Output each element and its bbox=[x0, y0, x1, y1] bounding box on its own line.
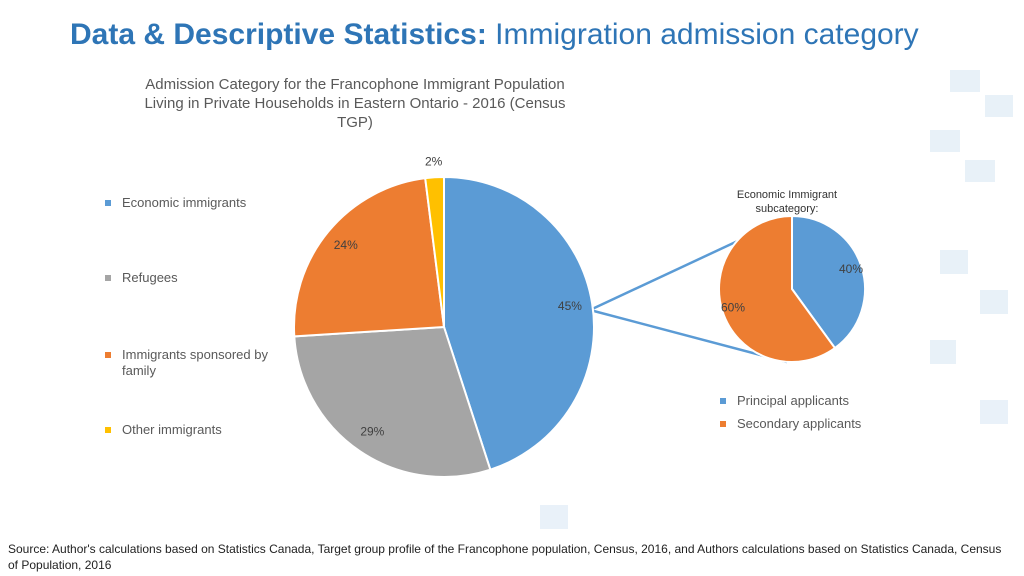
legend-swatch bbox=[720, 398, 726, 404]
chart-title: Admission Category for the Francophone I… bbox=[144, 76, 566, 131]
data-label: 45% bbox=[558, 299, 582, 313]
pie-slice bbox=[293, 325, 492, 478]
legend-item: Refugees bbox=[105, 270, 302, 286]
legend-label: Refugees bbox=[122, 270, 178, 285]
pie-slice bbox=[718, 214, 837, 363]
legend-label: Economic immigrants bbox=[122, 195, 247, 210]
legend-swatch bbox=[105, 200, 111, 206]
connector bbox=[589, 230, 758, 312]
legend-swatch bbox=[105, 275, 111, 281]
data-label: 2% bbox=[425, 154, 443, 168]
legend-label: Secondary applicants bbox=[737, 416, 862, 431]
pie-slice bbox=[293, 177, 446, 338]
title-bold: Data & Descriptive Statistics: bbox=[70, 18, 487, 51]
legend-label: Principal applicants bbox=[737, 393, 850, 408]
legend-item: Secondary applicants bbox=[720, 416, 917, 432]
legend-swatch bbox=[720, 421, 726, 427]
pie-slice bbox=[424, 175, 445, 328]
legend-label: Other immigrants bbox=[122, 422, 222, 437]
legend-swatch bbox=[105, 352, 111, 358]
source-note: Source: Author's calculations based on S… bbox=[8, 542, 1002, 572]
connector bbox=[589, 308, 788, 364]
pie-slice bbox=[443, 175, 595, 471]
data-label: 29% bbox=[360, 425, 384, 439]
chart-title: Economic Immigrant subcategory: bbox=[736, 189, 838, 215]
data-label: 24% bbox=[334, 238, 358, 252]
title-rest: Immigration admission category bbox=[495, 18, 919, 51]
legend-item: Immigrants sponsored by family bbox=[105, 347, 302, 379]
legend-item: Principal applicants bbox=[720, 393, 917, 409]
legend-label: Immigrants sponsored by family bbox=[122, 347, 268, 378]
pie-slice bbox=[791, 214, 866, 350]
decor bbox=[540, 70, 1013, 529]
legend-swatch bbox=[105, 427, 111, 433]
slide-title: Data & Descriptive Statistics: Immigrati… bbox=[70, 18, 919, 52]
data-label: 60% bbox=[721, 300, 745, 314]
legend-item: Other immigrants bbox=[105, 422, 302, 438]
legend-item: Economic immigrants bbox=[105, 195, 302, 211]
data-label: 40% bbox=[839, 262, 863, 276]
